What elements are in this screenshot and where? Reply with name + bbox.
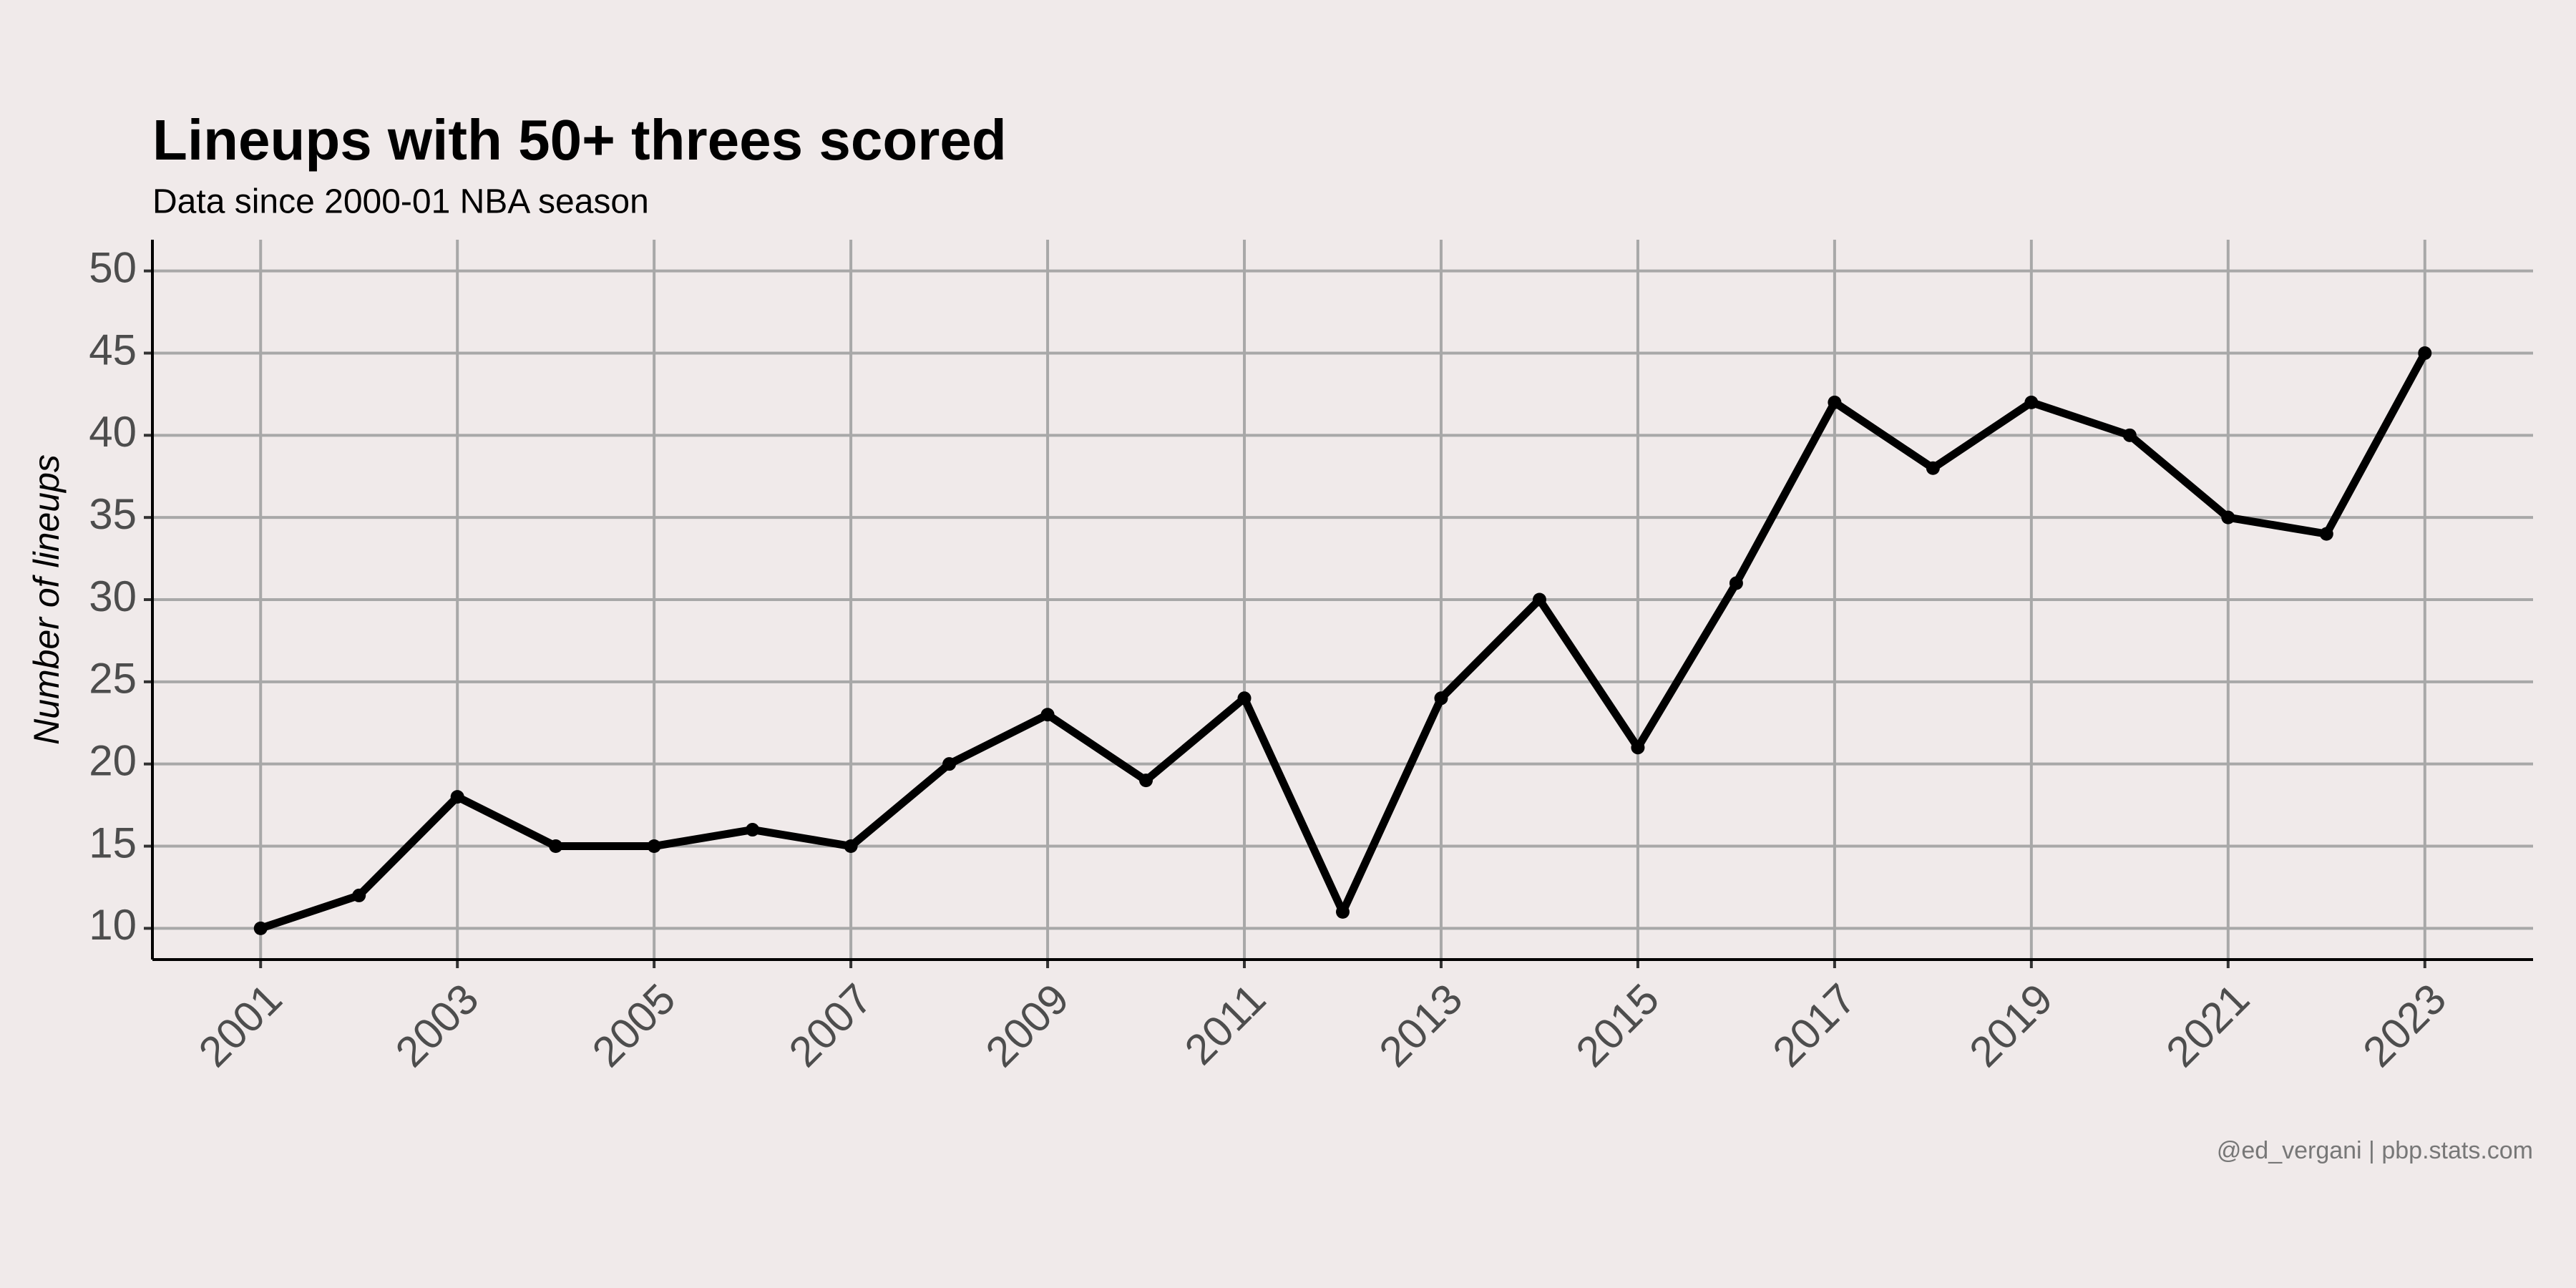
y-tick-label: 25: [89, 655, 137, 703]
y-tick-label: 50: [89, 243, 137, 291]
data-point: [1926, 461, 1940, 475]
data-point: [1828, 395, 1842, 409]
y-tick-label: 30: [89, 572, 137, 620]
caption: @ed_vergani | pbp.stats.com: [2217, 1137, 2533, 1164]
data-point: [1631, 741, 1645, 755]
data-point: [2122, 428, 2137, 442]
chart-subtitle: Data since 2000-01 NBA season: [152, 183, 649, 221]
data-point: [1040, 708, 1055, 722]
data-point: [1434, 691, 1448, 706]
y-tick-label: 35: [89, 490, 137, 538]
data-point: [2221, 510, 2235, 525]
data-point: [2319, 527, 2333, 541]
data-point: [746, 823, 760, 837]
y-tick-label: 10: [89, 901, 137, 949]
y-tick-label: 40: [89, 408, 137, 456]
data-point: [450, 790, 464, 804]
y-tick-label: 15: [89, 819, 137, 867]
data-point: [844, 839, 858, 854]
data-point: [1729, 576, 1743, 590]
data-point: [1237, 691, 1252, 706]
data-point: [352, 888, 366, 902]
data-point: [1532, 592, 1546, 607]
data-point: [942, 757, 957, 771]
data-point: [1336, 904, 1350, 919]
y-tick-label: 20: [89, 737, 137, 785]
data-point: [647, 839, 661, 854]
data-point: [1139, 774, 1153, 788]
chart-title: Lineups with 50+ threes scored: [152, 108, 1007, 172]
y-axis-label: Number of lineups: [26, 454, 67, 745]
data-point: [2024, 395, 2039, 409]
y-tick-label: 45: [89, 326, 137, 374]
data-point: [253, 921, 268, 935]
data-point: [549, 839, 563, 854]
data-point: [2418, 346, 2432, 360]
